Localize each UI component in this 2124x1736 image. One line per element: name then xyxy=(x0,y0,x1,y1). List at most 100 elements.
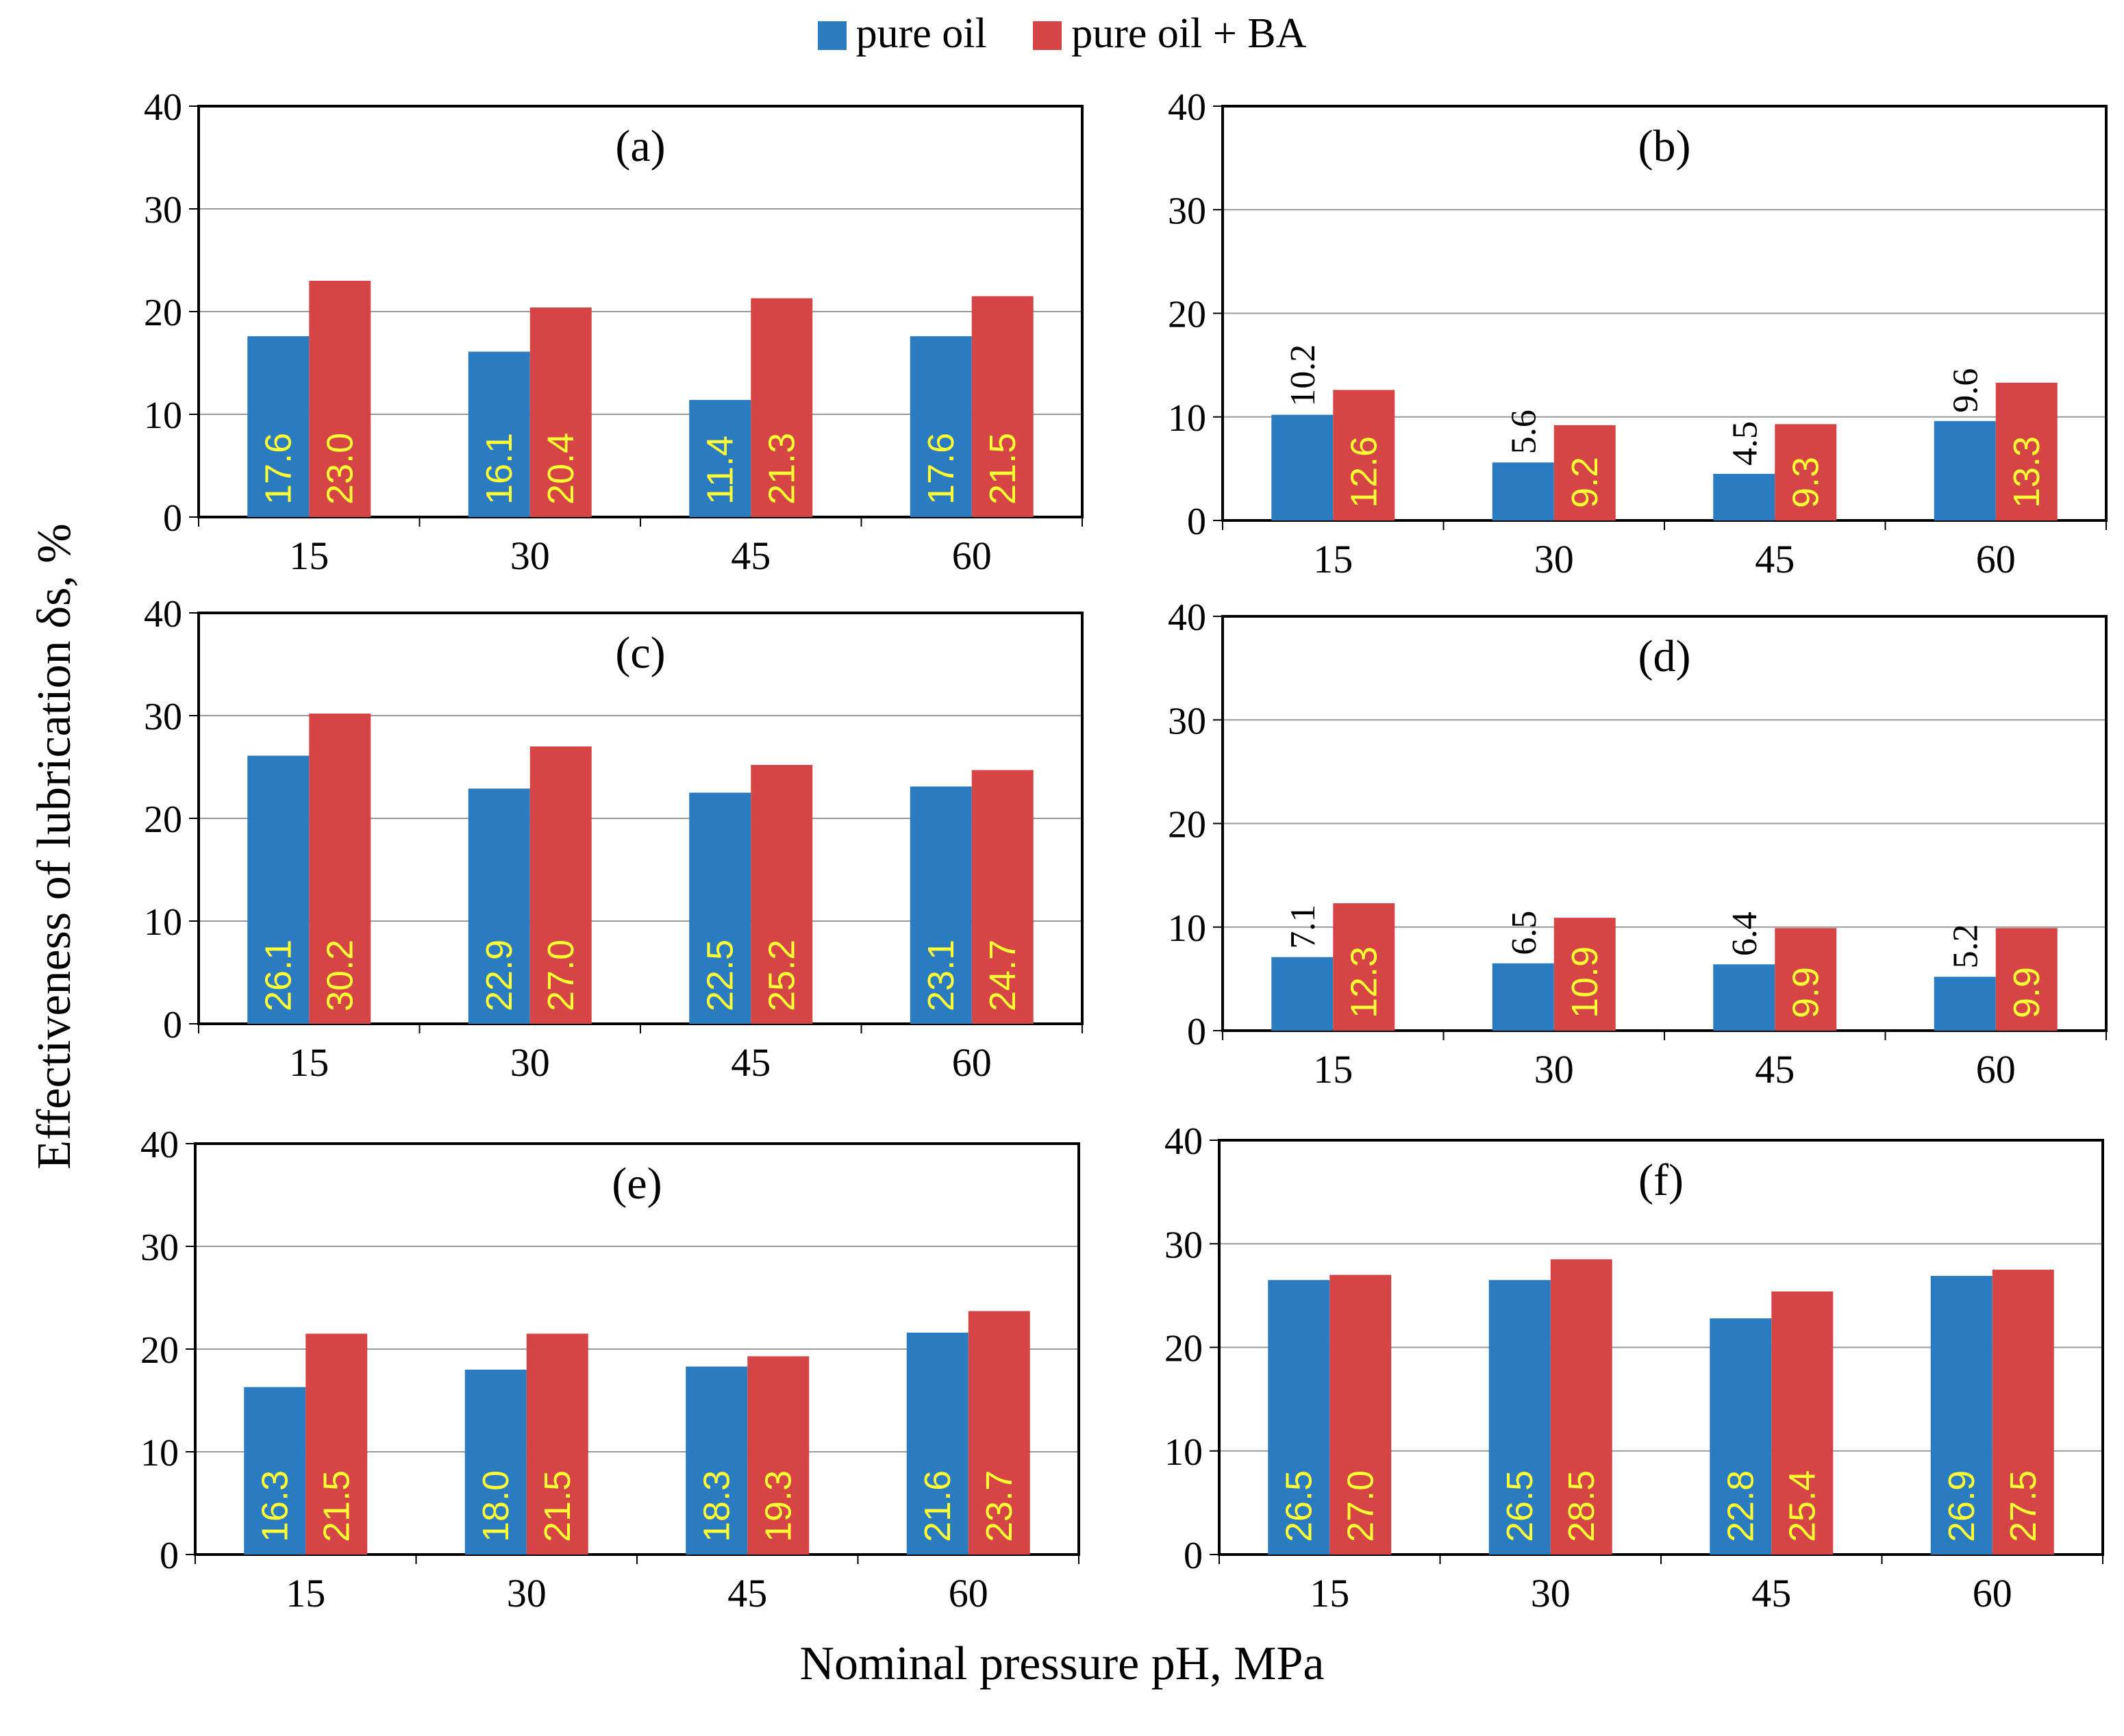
panel-a: 0 10 20 30 40 15 30 45 60 (a) 17.6 23.0 16.1 20.4 11.4… xyxy=(144,86,1084,578)
panel-d-value-label-pure-oil-ba-45: 9.9 xyxy=(1785,967,1826,1018)
panel-a-y-tick-label: 30 xyxy=(144,189,182,231)
panel-b-y-tick-label: 0 xyxy=(1187,501,1206,543)
panel-b-value-label-pure-oil-ba-45: 9.3 xyxy=(1785,457,1826,508)
panel-a-x-tick-label: 30 xyxy=(510,533,550,578)
panel-c-y-tick-label: 20 xyxy=(144,798,182,841)
panel-f-y-tick-label: 10 xyxy=(1164,1431,1203,1474)
panel-c-bar-pure-oil-60 xyxy=(910,786,972,1024)
panel-f-x-tick-label: 45 xyxy=(1751,1571,1791,1615)
panel-a-x-tick-label: 45 xyxy=(731,533,771,578)
panel-c-y-tick-label: 30 xyxy=(144,696,182,738)
panel-e-y-tick-label: 10 xyxy=(140,1432,179,1474)
panel-a-bar-pure-oil-ba-15 xyxy=(309,281,371,517)
legend-swatch-pure-oil-ba xyxy=(1033,21,1062,50)
panel-b-title: (b) xyxy=(1638,121,1691,171)
panel-c-title: (c) xyxy=(615,628,665,678)
panel-f-bar-pure-oil-45 xyxy=(1710,1318,1772,1555)
panel-a-x-tick-label: 15 xyxy=(289,533,329,578)
panel-a-value-label-pure-oil-15: 17.6 xyxy=(258,433,299,505)
panel-c-value-label-pure-oil-ba-60: 24.7 xyxy=(982,940,1023,1011)
panel-d-bar-pure-oil-ba-60 xyxy=(1995,928,2058,1031)
panel-e-value-label-pure-oil-15: 16.3 xyxy=(254,1470,295,1542)
panel-f-value-label-pure-oil-45: 22.8 xyxy=(1720,1470,1761,1542)
panel-e-bar-pure-oil-15 xyxy=(244,1387,306,1555)
panel-b-bar-pure-oil-ba-45 xyxy=(1775,424,1837,520)
panel-c-bar-pure-oil-15 xyxy=(247,755,310,1024)
panel-f-value-label-pure-oil-15: 26.5 xyxy=(1278,1470,1319,1542)
legend-item-pure-oil: pure oil xyxy=(817,10,987,58)
panel-f-bar-pure-oil-ba-45 xyxy=(1771,1291,1834,1555)
panel-b-y-tick-label: 40 xyxy=(1168,86,1206,129)
panel-f-title: (f) xyxy=(1638,1155,1684,1205)
panel-c-x-tick-label: 15 xyxy=(289,1040,329,1085)
panel-b-value-label-pure-oil-ba-30: 9.2 xyxy=(1564,457,1606,508)
panel-d-x-tick-label: 60 xyxy=(1976,1047,2016,1092)
panel-f-x-tick-label: 30 xyxy=(1531,1571,1571,1615)
panel-e: 0 10 20 30 40 15 30 45 60 (e) 16.3 21.5 18.0 21.5 18.3… xyxy=(140,1124,1080,1615)
panel-f-y-tick-label: 0 xyxy=(1184,1535,1203,1577)
panel-d-x-tick-label: 45 xyxy=(1755,1047,1795,1092)
panel-d-x-tick-label: 15 xyxy=(1313,1047,1353,1092)
panel-c-value-label-pure-oil-ba-30: 27.0 xyxy=(540,940,582,1011)
panel-a-value-label-pure-oil-ba-60: 21.5 xyxy=(982,433,1023,505)
panel-c-value-label-pure-oil-15: 26.1 xyxy=(258,940,299,1011)
panel-e-title: (e) xyxy=(612,1159,662,1209)
panel-d-x-tick-label: 30 xyxy=(1534,1047,1574,1092)
panel-b-value-label-pure-oil-60: 9.6 xyxy=(1947,368,1986,413)
panel-e-x-tick-label: 15 xyxy=(286,1571,325,1615)
panel-b-value-label-pure-oil-30: 5.6 xyxy=(1505,410,1544,454)
panel-a-y-tick-label: 20 xyxy=(144,292,182,334)
panel-b-y-tick-label: 30 xyxy=(1168,190,1206,232)
panel-e-value-label-pure-oil-ba-45: 19.3 xyxy=(758,1470,799,1542)
panel-e-value-label-pure-oil-ba-30: 21.5 xyxy=(537,1470,578,1542)
panel-a-x-tick-label: 60 xyxy=(952,533,992,578)
panel-b: 0 10 20 30 40 15 30 45 60 (b) 10.2 12.6 5.6 9.2 4.5 9.3… xyxy=(1168,86,2108,581)
panel-b-bar-pure-oil-30 xyxy=(1492,462,1554,520)
panel-c-y-tick-label: 0 xyxy=(163,1004,182,1046)
panel-c-value-label-pure-oil-ba-15: 30.2 xyxy=(319,940,360,1011)
panel-c-x-tick-label: 30 xyxy=(510,1040,550,1085)
panel-d-value-label-pure-oil-ba-15: 12.3 xyxy=(1343,946,1384,1018)
panel-c-bar-pure-oil-ba-30 xyxy=(529,746,592,1024)
panel-f-x-tick-label: 15 xyxy=(1310,1571,1349,1615)
panel-b-value-label-pure-oil-ba-15: 12.6 xyxy=(1343,436,1384,508)
panel-b-bar-pure-oil-45 xyxy=(1713,473,1775,520)
panel-d-y-tick-label: 20 xyxy=(1168,804,1206,846)
panel-a-value-label-pure-oil-45: 11.4 xyxy=(699,436,740,505)
panel-c-bar-pure-oil-45 xyxy=(689,792,751,1024)
panel-c-value-label-pure-oil-30: 22.9 xyxy=(479,940,520,1011)
legend: pure oil pure oil + BA xyxy=(0,10,2124,58)
panel-d-y-tick-label: 30 xyxy=(1168,700,1206,742)
panel-e-bar-pure-oil-30 xyxy=(464,1370,527,1555)
panel-b-y-tick-label: 20 xyxy=(1168,294,1206,336)
panel-a-bar-pure-oil-ba-30 xyxy=(529,307,592,517)
panel-f-bar-pure-oil-ba-15 xyxy=(1329,1274,1392,1555)
panel-e-x-tick-label: 45 xyxy=(727,1571,767,1615)
panel-e-value-label-pure-oil-60: 21.6 xyxy=(917,1470,958,1542)
panel-f-value-label-pure-oil-ba-15: 27.0 xyxy=(1340,1470,1381,1542)
x-axis-label: Nominal pressure pH, MPa xyxy=(799,1637,1325,1690)
panel-b-x-tick-label: 45 xyxy=(1755,537,1795,581)
panel-e-bar-pure-oil-ba-45 xyxy=(747,1356,810,1555)
panel-e-value-label-pure-oil-30: 18.0 xyxy=(475,1470,516,1542)
panel-a-bar-pure-oil-ba-45 xyxy=(751,298,813,517)
legend-item-pure-oil-ba: pure oil + BA xyxy=(1033,10,1306,58)
panel-c-bar-pure-oil-30 xyxy=(468,788,530,1024)
panel-a-value-label-pure-oil-60: 17.6 xyxy=(921,433,962,505)
panel-b-value-label-pure-oil-ba-60: 13.3 xyxy=(2006,436,2047,508)
panel-f-x-tick-label: 60 xyxy=(1973,1571,2012,1615)
panel-e-bar-pure-oil-60 xyxy=(906,1333,969,1555)
panel-c: 0 10 20 30 40 15 30 45 60 (c) 26.1 30.2 22.9 27.0 22.5… xyxy=(144,593,1084,1085)
panel-f-bar-pure-oil-15 xyxy=(1268,1280,1330,1555)
panel-f-value-label-pure-oil-ba-45: 25.4 xyxy=(1782,1470,1823,1542)
panel-b-value-label-pure-oil-15: 10.2 xyxy=(1284,344,1323,407)
panel-d-title: (d) xyxy=(1638,631,1691,681)
panel-e-y-tick-label: 0 xyxy=(160,1535,179,1577)
panel-d-bar-pure-oil-60 xyxy=(1934,977,1996,1031)
panel-e-bar-pure-oil-ba-60 xyxy=(968,1311,1030,1555)
panel-e-x-tick-label: 60 xyxy=(949,1571,988,1615)
panel-a-bar-pure-oil-45 xyxy=(689,400,751,517)
panel-c-bar-pure-oil-ba-60 xyxy=(971,770,1034,1024)
panel-d-y-tick-label: 40 xyxy=(1168,596,1206,639)
